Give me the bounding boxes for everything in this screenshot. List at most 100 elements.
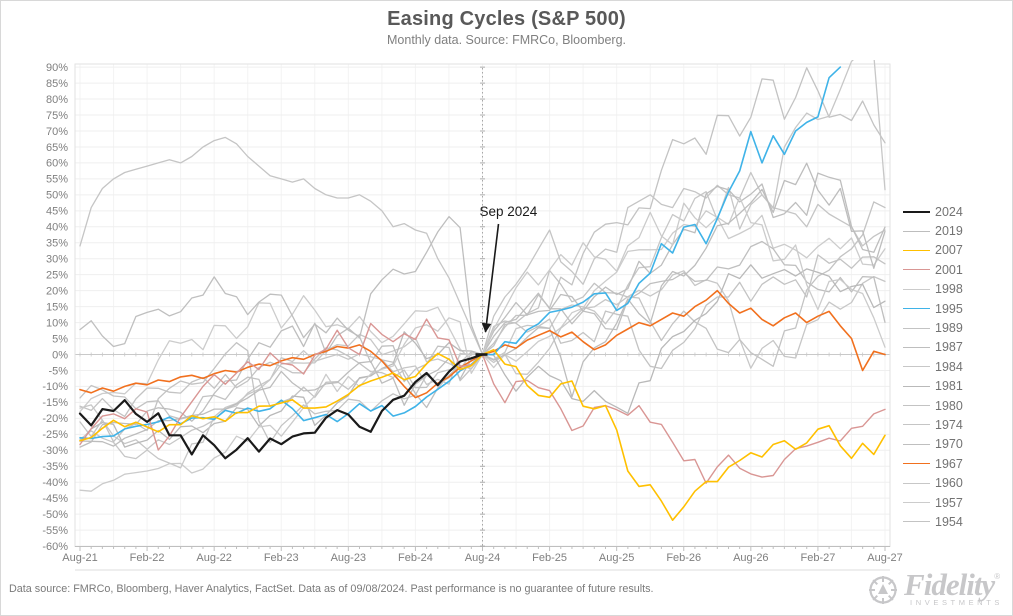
legend-label: 1970 <box>935 437 963 452</box>
y-tick-label: -35% <box>42 461 68 473</box>
legend-swatch-1960 <box>903 482 930 484</box>
y-tick-label: -45% <box>42 493 68 505</box>
x-tick-label: Aug-23 <box>331 552 366 564</box>
y-tick-label: -40% <box>42 477 68 489</box>
legend-item-1998: 1998 <box>903 280 963 299</box>
registered-mark: ® <box>994 572 1001 581</box>
legend-item-1960: 1960 <box>903 473 963 492</box>
legend-item-2024: 2024 <box>903 202 963 221</box>
legend-item-1957: 1957 <box>903 493 963 512</box>
legend-label: 2019 <box>935 224 963 239</box>
x-tick-label: Aug-26 <box>733 552 768 564</box>
series-line-1995 <box>79 66 842 440</box>
legend-label: 1974 <box>935 417 963 432</box>
legend-label: 2007 <box>935 243 963 258</box>
y-tick-label: 15% <box>46 301 68 313</box>
y-tick-label: 10% <box>46 317 68 329</box>
y-tick-label: 25% <box>46 269 68 281</box>
y-tick-label: -25% <box>42 429 68 441</box>
legend-item-1987: 1987 <box>903 338 963 357</box>
x-tick-label: Feb-27 <box>800 552 835 564</box>
legend-item-2019: 2019 <box>903 221 963 240</box>
legend-swatch-1974 <box>903 424 930 426</box>
legend-label: 1989 <box>935 321 963 336</box>
legend-item-1974: 1974 <box>903 415 963 434</box>
y-tick-label: -60% <box>42 541 68 553</box>
legend-item-1981: 1981 <box>903 377 963 396</box>
fidelity-investments-text: INVESTMENTS <box>910 598 1003 607</box>
legend-item-1967: 1967 <box>903 454 963 473</box>
legend-label: 1984 <box>935 359 963 374</box>
y-tick-label: 70% <box>46 126 68 138</box>
y-tick-label: 85% <box>46 78 68 90</box>
chart-title: Easing Cycles (S&P 500) <box>387 8 626 30</box>
legend-swatch-1957 <box>903 502 930 504</box>
y-tick-label: -20% <box>42 413 68 425</box>
legend-item-1984: 1984 <box>903 357 963 376</box>
legend-label: 2024 <box>935 204 963 219</box>
legend-item-1970: 1970 <box>903 435 963 454</box>
x-tick-label: Aug-22 <box>196 552 231 564</box>
y-tick-label: 40% <box>46 222 68 234</box>
series-line-2024 <box>78 353 484 460</box>
legend-swatch-1967 <box>903 463 930 465</box>
legend-item-2001: 2001 <box>903 260 963 279</box>
x-tick-label: Feb-26 <box>666 552 701 564</box>
y-tick-label: 30% <box>46 254 68 266</box>
legend-label: 1980 <box>935 398 963 413</box>
y-tick-label: 50% <box>46 190 68 202</box>
x-axis-labels: Aug-21 Feb-22 Aug-22 Feb-23 Aug-23 Feb-24 Aug-… <box>62 552 902 564</box>
y-tick-label: -55% <box>42 525 68 537</box>
legend-swatch-1989 <box>903 327 930 329</box>
legend-item-1980: 1980 <box>903 396 963 415</box>
legend: 2024 2019 2007 2001 1998 1995 1989 1987 1984 1981… <box>903 202 963 532</box>
y-tick-label: -5% <box>48 365 68 377</box>
legend-item-1989: 1989 <box>903 318 963 337</box>
x-tick-label: Aug-27 <box>867 552 902 564</box>
y-tick-label: 5% <box>52 333 68 345</box>
fidelity-pyramid-icon <box>869 575 898 604</box>
y-tick-label: 65% <box>46 142 68 154</box>
y-tick-label: 75% <box>46 110 68 122</box>
legend-label: 1998 <box>935 282 963 297</box>
x-tick-label: Feb-23 <box>264 552 299 564</box>
y-tick-label: -10% <box>42 381 68 393</box>
y-tick-label: 90% <box>46 62 68 74</box>
y-tick-label: 20% <box>46 285 68 297</box>
legend-swatch-1995 <box>903 308 930 310</box>
legend-swatch-1970 <box>903 443 930 445</box>
legend-swatch-1954 <box>903 521 930 523</box>
x-tick-label: Aug-25 <box>599 552 634 564</box>
fidelity-wordmark: Fidelity <box>904 567 995 602</box>
x-tick-label: Feb-24 <box>398 552 433 564</box>
legend-label: 1995 <box>935 301 963 316</box>
x-tick-label: Aug-24 <box>465 552 500 564</box>
legend-label: 1967 <box>935 456 963 471</box>
y-tick-label: 35% <box>46 238 68 250</box>
annotation-sep-2024: Sep 2024 <box>480 204 538 219</box>
y-tick-label: 45% <box>46 206 68 218</box>
series-lines <box>78 60 886 522</box>
y-axis-labels: 90% 85% 80% 75% 70% 65% 60% 55% 50% 45% 40% 35% 30% 2… <box>42 62 68 553</box>
legend-label: 1954 <box>935 514 963 529</box>
x-tick-label: Feb-25 <box>532 552 567 564</box>
legend-label: 1987 <box>935 340 963 355</box>
annotation: Sep 2024 <box>480 204 538 333</box>
legend-label: 2001 <box>935 262 963 277</box>
legend-swatch-1980 <box>903 405 930 407</box>
y-tick-label: -30% <box>42 445 68 457</box>
legend-item-2007: 2007 <box>903 241 963 260</box>
y-tick-label: -15% <box>42 397 68 409</box>
y-tick-label: -50% <box>42 509 68 521</box>
y-tick-label: 0% <box>52 349 68 361</box>
legend-swatch-1984 <box>903 366 930 368</box>
legend-swatch-2019 <box>903 230 930 232</box>
legend-label: 1960 <box>935 476 963 491</box>
legend-swatch-1998 <box>903 288 930 290</box>
legend-swatch-1981 <box>903 385 930 387</box>
legend-swatch-2024 <box>903 210 930 213</box>
x-tick-label: Aug-21 <box>62 552 97 564</box>
legend-label: 1957 <box>935 495 963 510</box>
legend-swatch-2001 <box>903 269 930 271</box>
fidelity-logo: Fidelity® INVESTMENTS <box>866 569 1003 607</box>
